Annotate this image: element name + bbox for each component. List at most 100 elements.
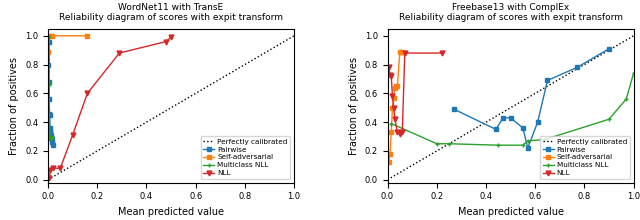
NLL bbox=[387, 75, 395, 77]
Line: NLL: NLL bbox=[387, 51, 444, 136]
Pairwise bbox=[49, 144, 57, 147]
Pairwise bbox=[499, 117, 507, 119]
NLL bbox=[68, 134, 76, 136]
Pairwise bbox=[47, 131, 54, 134]
Multiclass NLL bbox=[433, 142, 440, 145]
Line: Self-adversarial: Self-adversarial bbox=[47, 34, 89, 53]
Line: Pairwise: Pairwise bbox=[452, 47, 611, 150]
NLL bbox=[390, 106, 397, 109]
Self-adversarial bbox=[385, 161, 392, 164]
Self-adversarial bbox=[386, 152, 394, 155]
Pairwise bbox=[47, 134, 54, 136]
Multiclass NLL bbox=[45, 83, 53, 86]
Title: WordNet11 with TransE
Reliability diagram of scores with expit transform: WordNet11 with TransE Reliability diagra… bbox=[59, 3, 283, 22]
Self-adversarial bbox=[45, 35, 53, 37]
NLL bbox=[399, 131, 406, 134]
Multiclass NLL bbox=[45, 134, 53, 136]
Pairwise bbox=[450, 108, 458, 110]
Multiclass NLL bbox=[48, 137, 56, 139]
Multiclass NLL bbox=[45, 82, 53, 85]
NLL bbox=[163, 40, 170, 43]
Multiclass NLL bbox=[46, 135, 54, 138]
Multiclass NLL bbox=[541, 138, 549, 141]
NLL bbox=[49, 167, 57, 170]
Self-adversarial bbox=[392, 85, 400, 88]
Title: Freebase13 with ComplEx
Reliability diagram of scores with expit transform: Freebase13 with ComplEx Reliability diag… bbox=[399, 3, 623, 22]
Self-adversarial bbox=[397, 50, 405, 53]
Self-adversarial bbox=[390, 96, 397, 99]
Multiclass NLL bbox=[49, 137, 56, 139]
Self-adversarial bbox=[48, 35, 56, 37]
Y-axis label: Fraction of positives: Fraction of positives bbox=[349, 57, 359, 155]
Self-adversarial bbox=[388, 106, 396, 109]
NLL bbox=[438, 52, 445, 54]
Pairwise bbox=[492, 128, 500, 131]
NLL bbox=[115, 52, 123, 54]
NLL bbox=[167, 36, 175, 38]
Line: NLL: NLL bbox=[46, 35, 173, 181]
NLL bbox=[56, 167, 64, 170]
X-axis label: Mean predicted value: Mean predicted value bbox=[458, 207, 564, 217]
Legend: Perfectly calibrated, Pairwise, Self-adversarial, Multiclass NLL, NLL: Perfectly calibrated, Pairwise, Self-adv… bbox=[540, 136, 630, 179]
Pairwise bbox=[573, 66, 581, 69]
Pairwise bbox=[45, 98, 53, 101]
Pairwise bbox=[45, 40, 52, 43]
Pairwise bbox=[48, 138, 56, 141]
Multiclass NLL bbox=[445, 142, 453, 145]
Self-adversarial bbox=[394, 85, 401, 88]
Pairwise bbox=[46, 126, 54, 129]
Multiclass NLL bbox=[524, 139, 532, 142]
NLL bbox=[47, 168, 54, 171]
NLL bbox=[396, 132, 404, 135]
NLL bbox=[391, 118, 399, 121]
Pairwise bbox=[46, 129, 54, 132]
Line: Multiclass NLL: Multiclass NLL bbox=[389, 71, 636, 148]
Self-adversarial bbox=[387, 131, 395, 134]
Multiclass NLL bbox=[47, 137, 54, 139]
Pairwise bbox=[49, 141, 56, 144]
Line: Self-adversarial: Self-adversarial bbox=[387, 50, 404, 164]
Multiclass NLL bbox=[622, 98, 630, 101]
Pairwise bbox=[46, 114, 54, 116]
Line: Pairwise: Pairwise bbox=[47, 40, 54, 147]
Multiclass NLL bbox=[630, 72, 637, 75]
NLL bbox=[385, 66, 392, 69]
Pairwise bbox=[45, 112, 53, 115]
Multiclass NLL bbox=[605, 118, 613, 121]
Multiclass NLL bbox=[519, 144, 527, 147]
Pairwise bbox=[519, 126, 527, 129]
NLL bbox=[394, 131, 401, 134]
Multiclass NLL bbox=[46, 135, 54, 138]
Multiclass NLL bbox=[46, 135, 54, 138]
Multiclass NLL bbox=[45, 36, 52, 38]
Pairwise bbox=[605, 48, 613, 50]
Pairwise bbox=[534, 121, 541, 123]
Self-adversarial bbox=[399, 50, 406, 53]
NLL bbox=[45, 177, 52, 180]
Pairwise bbox=[45, 63, 52, 66]
Multiclass NLL bbox=[45, 35, 52, 37]
Self-adversarial bbox=[84, 35, 92, 37]
NLL bbox=[388, 95, 396, 97]
Self-adversarial bbox=[396, 50, 404, 53]
Multiclass NLL bbox=[495, 144, 502, 147]
Pairwise bbox=[507, 117, 515, 119]
Pairwise bbox=[47, 135, 55, 138]
NLL bbox=[401, 52, 408, 54]
Self-adversarial bbox=[45, 35, 53, 37]
NLL bbox=[386, 73, 394, 76]
Multiclass NLL bbox=[47, 137, 55, 139]
X-axis label: Mean predicted value: Mean predicted value bbox=[118, 207, 224, 217]
Y-axis label: Fraction of positives: Fraction of positives bbox=[10, 57, 19, 155]
Legend: Perfectly calibrated, Pairwise, Self-adversarial, Multiclass NLL, NLL: Perfectly calibrated, Pairwise, Self-adv… bbox=[200, 136, 291, 179]
Line: Multiclass NLL: Multiclass NLL bbox=[46, 33, 55, 140]
NLL bbox=[84, 92, 92, 95]
Self-adversarial bbox=[45, 50, 52, 53]
Pairwise bbox=[524, 147, 532, 149]
Self-adversarial bbox=[391, 86, 399, 89]
Multiclass NLL bbox=[387, 122, 395, 125]
Pairwise bbox=[543, 79, 551, 82]
NLL bbox=[45, 177, 53, 180]
Pairwise bbox=[45, 81, 53, 83]
Pairwise bbox=[47, 137, 55, 139]
